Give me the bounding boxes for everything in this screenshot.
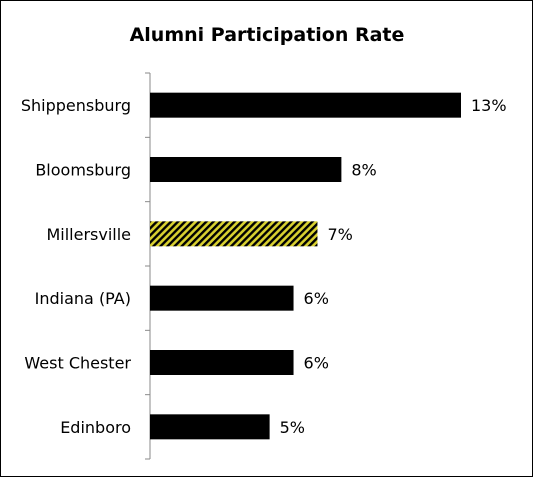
data-label-edinboro: 5% [280,418,305,437]
category-label-indiana-pa: Indiana (PA) [35,289,131,308]
category-label-millersville: Millersville [46,225,131,244]
data-label-millersville: 7% [327,225,352,244]
data-label-indiana-pa: 6% [304,289,329,308]
chart-title: Alumni Participation Rate [130,24,405,46]
bar-west-chester [150,350,294,375]
bar-bloomsburg [150,157,342,182]
category-label-edinboro: Edinboro [60,418,131,437]
category-label-shippensburg: Shippensburg [21,96,131,115]
category-label-west-chester: West Chester [24,354,131,373]
bar-shippensburg [150,92,461,118]
data-label-west-chester: 6% [304,354,329,373]
data-label-bloomsburg: 8% [351,161,376,180]
bar-edinboro [150,414,270,440]
plot-area: Shippensburg 13% Bloomsburg 8% Millersville 7… [21,72,507,460]
bar-millersville [150,221,318,247]
category-label-bloomsburg: Bloomsburg [35,161,131,180]
bar-indiana-pa [150,285,294,311]
data-label-shippensburg: 13% [471,96,507,115]
